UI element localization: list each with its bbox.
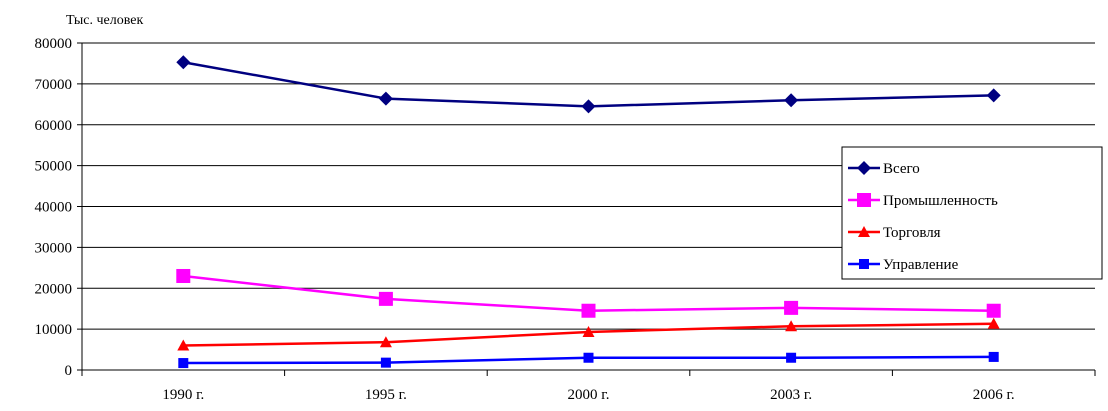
legend-marker (857, 193, 871, 207)
data-point (785, 320, 798, 332)
x-tick-label: 2000 г. (568, 387, 610, 403)
y-tick-label: 10000 (35, 322, 73, 338)
y-tick-label: 80000 (35, 36, 73, 52)
data-point (581, 303, 596, 318)
legend-marker (859, 259, 869, 269)
legend-label: Всего (883, 161, 920, 177)
legend-label: Промышленность (883, 193, 998, 209)
data-point (986, 303, 1001, 318)
legend-entry: Управление (848, 257, 959, 273)
data-point (784, 93, 799, 108)
legend-label: Торговля (883, 225, 941, 241)
data-point (987, 317, 1000, 329)
legend-box (841, 146, 1103, 280)
legend-marker (857, 161, 871, 175)
data-point (786, 352, 797, 363)
data-point (176, 55, 191, 70)
gridlines (82, 42, 1095, 330)
y-tick-label: 70000 (35, 77, 73, 93)
x-tick-label: 1995 г. (365, 387, 407, 403)
data-point (178, 358, 189, 369)
legend-label: Управление (883, 257, 959, 273)
y-axis-label: Тыс. человек (66, 13, 143, 28)
data-point (176, 268, 191, 283)
data-point (177, 339, 190, 351)
y-tick-label: 40000 (35, 200, 73, 216)
data-point (378, 291, 393, 306)
data-point (988, 351, 999, 362)
y-tick-label: 0 (65, 363, 73, 379)
legend-entry: Всего (848, 161, 920, 177)
y-tick-label: 30000 (35, 240, 73, 256)
y-tick-labels: 0 10000 20000 30000 40000 50000 60000 70000 8000… (35, 36, 73, 379)
legend-entry: Промышленность (848, 193, 998, 209)
y-tick-label: 60000 (35, 118, 73, 134)
data-point (784, 300, 799, 315)
y-tick-label: 20000 (35, 281, 73, 297)
legend-entry: Торговля (848, 225, 941, 241)
data-point (582, 325, 595, 337)
legend-marker (858, 226, 870, 237)
data-point (378, 91, 393, 106)
series-4 (178, 351, 999, 369)
x-tick-label: 2006 г. (973, 387, 1015, 403)
data-point (379, 336, 392, 348)
legend: Всего Промышленность Торговля Управление (841, 146, 1103, 280)
data-point (380, 357, 391, 368)
series-2 (176, 268, 1001, 318)
y-tick-label: 50000 (35, 159, 73, 175)
series-1 (176, 55, 1001, 114)
axes (77, 42, 1096, 376)
x-tick-label: 2003 г. (770, 387, 812, 403)
series-3 (177, 317, 1000, 351)
data-point (986, 88, 1001, 103)
x-tick-label: 1990 г. (162, 387, 204, 403)
x-tick-labels: 1990 г. 1995 г. 2000 г. 2003 г. 2006 г. (162, 387, 1014, 403)
data-point (581, 99, 596, 114)
series-lines (176, 55, 1001, 369)
data-point (583, 352, 594, 363)
